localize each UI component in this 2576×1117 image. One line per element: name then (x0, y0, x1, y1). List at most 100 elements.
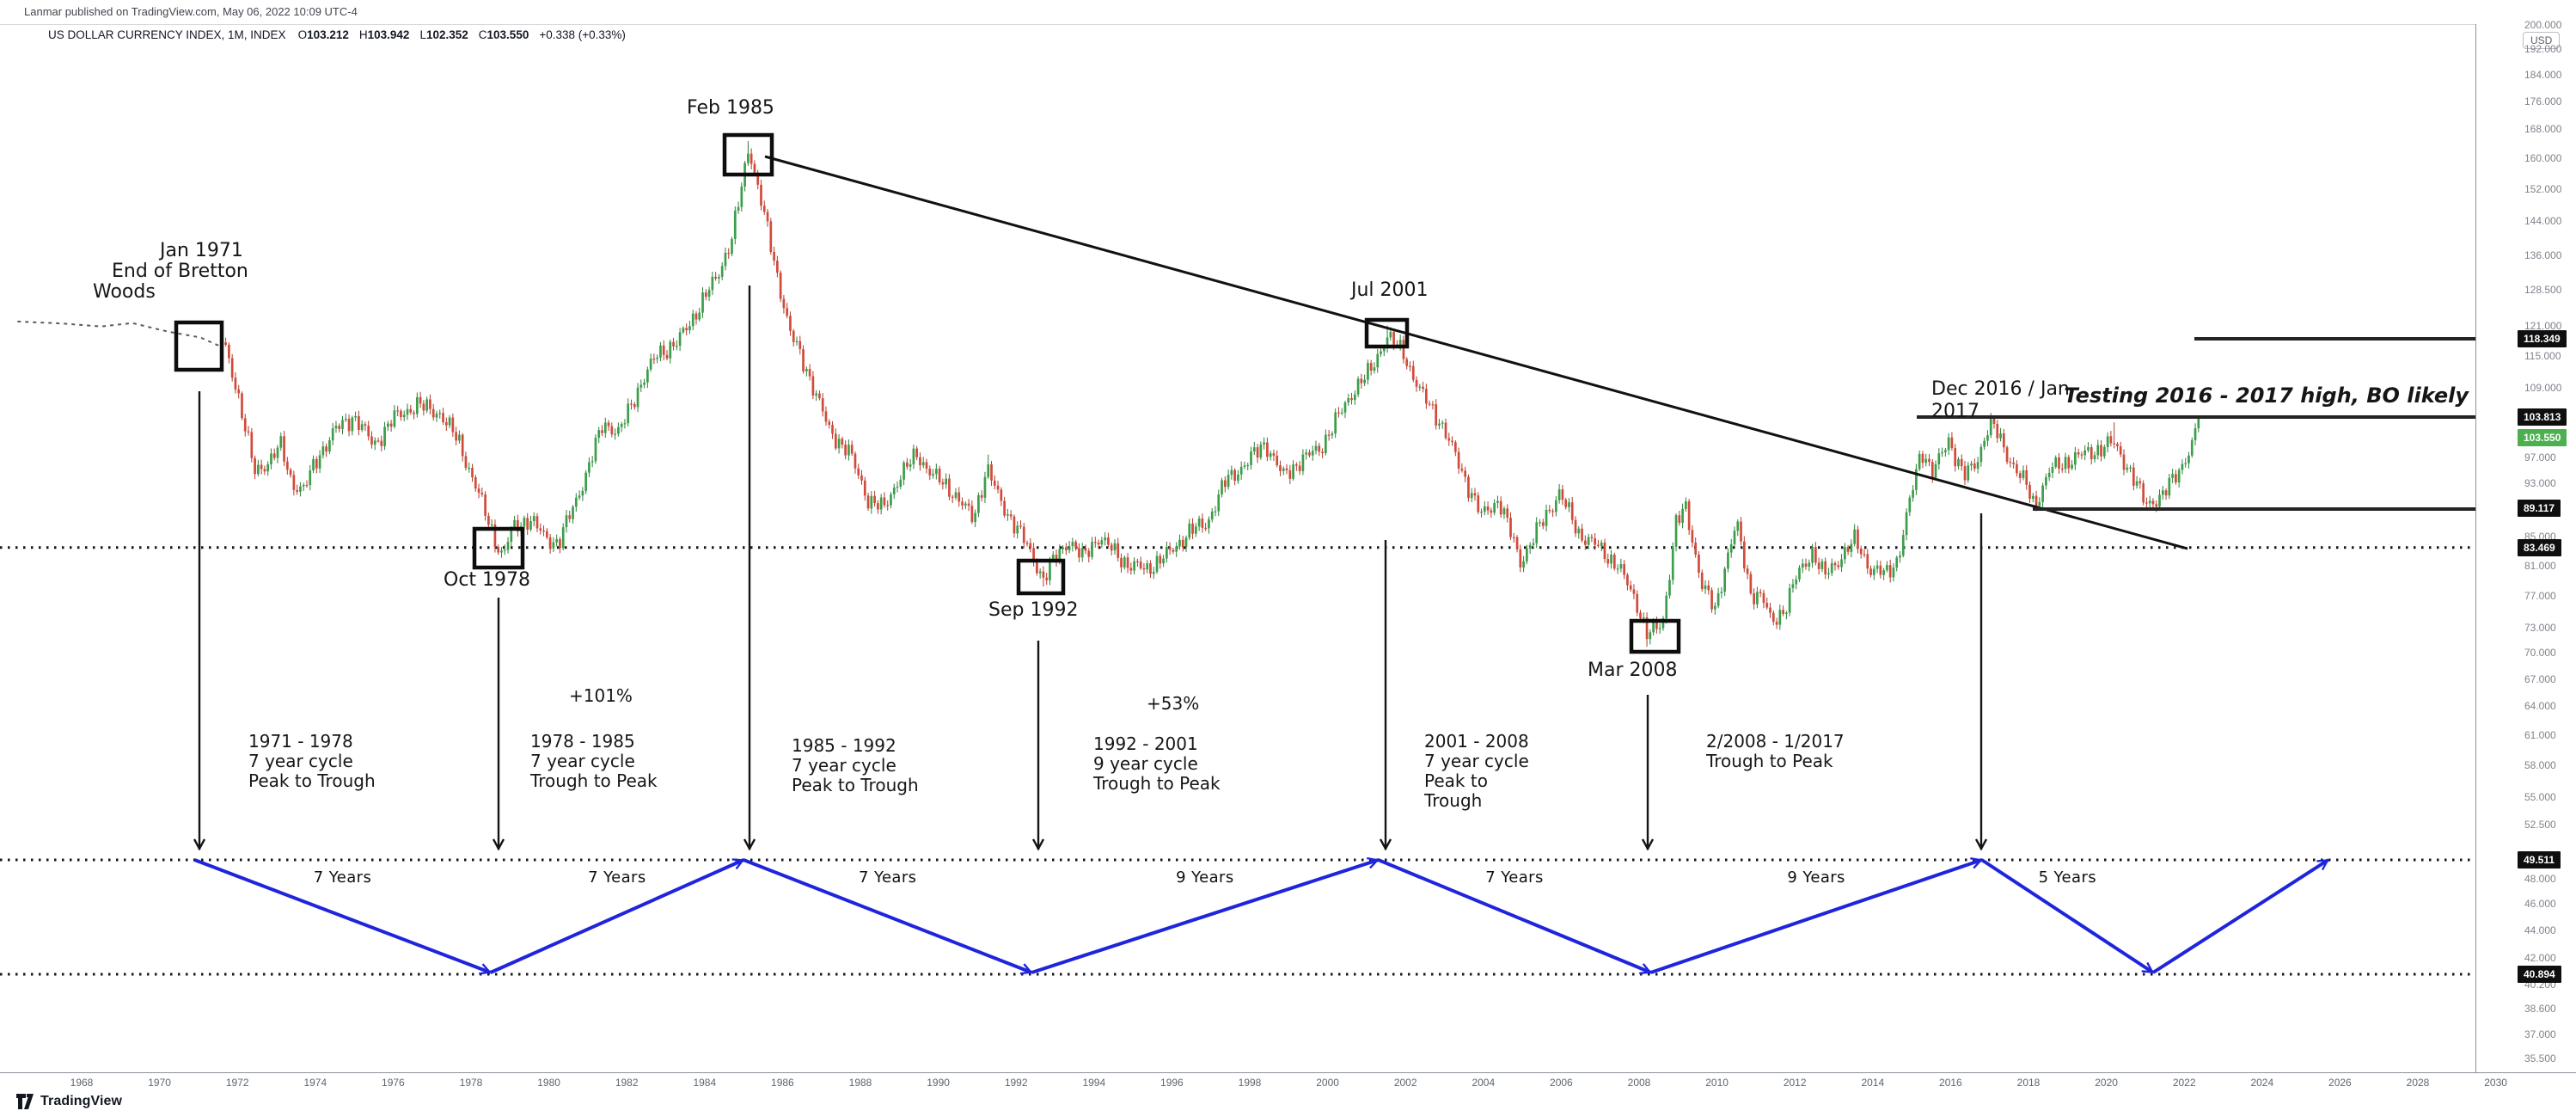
time-tick: 2002 (1393, 1077, 1417, 1089)
event-box[interactable] (1016, 558, 1066, 596)
price-tick: 121.000 (2524, 319, 2562, 332)
time-tick: 1986 (771, 1077, 794, 1089)
price-tick: 42.000 (2524, 952, 2556, 965)
symbol-title: US DOLLAR CURRENCY INDEX, 1M, INDEX (48, 28, 286, 41)
time-tick: 1984 (693, 1077, 717, 1089)
price-tick: 64.000 (2524, 700, 2556, 713)
event-box[interactable] (472, 526, 525, 570)
tradingview-logo[interactable]: TradingView (15, 1093, 122, 1110)
currency-badge: USD (2523, 32, 2561, 49)
tradingview-icon (16, 1094, 34, 1109)
candles-layer (224, 141, 2200, 647)
time-tick: 2000 (1316, 1077, 1339, 1089)
price-tick: 61.000 (2524, 728, 2556, 741)
price-tick: 81.000 (2524, 559, 2556, 572)
time-tick: 1992 (1004, 1077, 1028, 1089)
time-tick: 2030 (2484, 1077, 2507, 1089)
price-tick: 48.000 (2524, 872, 2556, 885)
time-tick: 1990 (927, 1077, 950, 1089)
price-level-chip: 40.894 (2518, 966, 2561, 983)
time-tick: 1970 (148, 1077, 171, 1089)
time-tick: 1978 (459, 1077, 483, 1089)
time-tick: 2004 (1472, 1077, 1496, 1089)
price-tick: 192.000 (2524, 43, 2562, 56)
time-tick: 2008 (1627, 1077, 1651, 1089)
time-tick: 1996 (1160, 1077, 1184, 1089)
price-tick: 93.000 (2524, 476, 2556, 489)
price-level-chip: 118.349 (2518, 329, 2567, 347)
tradingview-wordmark: TradingView (40, 1094, 123, 1108)
ohlc-values: O103.212 H103.942 L102.352 C103.550 (298, 28, 540, 41)
event-box[interactable] (722, 132, 774, 177)
price-tick: 115.000 (2524, 349, 2561, 362)
time-tick: 2026 (2328, 1077, 2352, 1089)
time-tick: 1974 (303, 1077, 327, 1089)
time-tick: 2014 (1861, 1077, 1885, 1089)
current-price-chip: 103.550 (2518, 429, 2567, 446)
price-tick: 58.000 (2524, 758, 2556, 771)
price-tick: 176.000 (2524, 95, 2562, 107)
price-tick: 152.000 (2524, 182, 2562, 195)
price-tick: 128.500 (2524, 283, 2562, 296)
price-tick: 200.000 (2524, 19, 2562, 32)
descending-trendline[interactable] (764, 155, 2188, 550)
price-tick: 44.000 (2524, 924, 2556, 937)
price-tick: 35.500 (2524, 1053, 2556, 1065)
time-tick: 1994 (1082, 1077, 1106, 1089)
ohlc-h: H103.942 (358, 28, 410, 41)
time-tick: 2010 (1705, 1077, 1729, 1089)
time-tick: 1968 (70, 1077, 94, 1089)
time-tick: 2028 (2406, 1077, 2430, 1089)
price-tick: 67.000 (2524, 672, 2556, 685)
time-tick: 1982 (615, 1077, 639, 1089)
published-bar: Lanmar published on TradingView.com, May… (24, 5, 358, 22)
time-tick: 1998 (1238, 1077, 1262, 1089)
price-level-chip: 103.813 (2518, 408, 2567, 427)
price-level-chip: 49.511 (2518, 851, 2561, 869)
cycle-zigzag[interactable] (193, 860, 2328, 973)
price-tick: 144.000 (2524, 215, 2562, 228)
time-tick: 2012 (1783, 1077, 1807, 1089)
time-tick: 2016 (1939, 1077, 1962, 1089)
ohlc-o: O103.212 (297, 28, 349, 41)
price-tick: 73.000 (2524, 621, 2556, 634)
time-tick: 1980 (537, 1077, 560, 1089)
published-text: Lanmar published on TradingView.com, May… (24, 5, 358, 18)
price-level-chip: 89.117 (2518, 500, 2561, 518)
price-tick: 52.500 (2524, 819, 2556, 832)
time-tick: 1988 (848, 1077, 872, 1089)
event-box[interactable] (1629, 618, 1681, 654)
time-tick: 2022 (2172, 1077, 2196, 1089)
pre-index-line (17, 320, 221, 347)
event-box[interactable] (1364, 317, 1410, 349)
price-tick: 168.000 (2524, 123, 2562, 136)
price-tick: 46.000 (2524, 898, 2556, 911)
time-tick: 1972 (225, 1077, 249, 1089)
price-tick: 37.000 (2524, 1028, 2556, 1040)
price-tick: 184.000 (2524, 69, 2562, 81)
ohlc-l: L102.352 (419, 28, 468, 41)
event-box[interactable] (174, 320, 224, 372)
time-axis[interactable]: 1968 1970 1972 1974 1976 1978 1980 1982 1984 1986… (0, 1072, 2576, 1091)
time-tick: 2006 (1550, 1077, 1573, 1089)
price-tick: 38.600 (2524, 1003, 2556, 1016)
price-tick: 70.000 (2524, 647, 2556, 660)
time-tick: 2018 (2016, 1077, 2041, 1089)
price-tick: 55.000 (2524, 790, 2556, 803)
ohlc-c: C103.550 (478, 28, 529, 41)
time-tick: 1976 (382, 1077, 405, 1089)
price-tick: 136.000 (2524, 249, 2562, 262)
price-axis[interactable]: USD 200.000 192.000 184.000 176.000 168.000 1… (2475, 19, 2576, 1090)
time-tick: 2020 (2095, 1077, 2118, 1089)
price-level-chip: 83.469 (2518, 538, 2561, 556)
price-tick: 160.000 (2524, 152, 2562, 165)
price-tick: 77.000 (2524, 589, 2556, 602)
change-value: +0.338 (+0.33%) (539, 28, 626, 41)
time-tick: 2024 (2250, 1077, 2274, 1089)
header-divider (0, 24, 2576, 25)
price-tick: 109.000 (2524, 382, 2562, 395)
price-tick: 97.000 (2524, 451, 2556, 464)
symbol-legend: US DOLLAR CURRENCY INDEX, 1M, INDEX O103.… (48, 28, 636, 41)
